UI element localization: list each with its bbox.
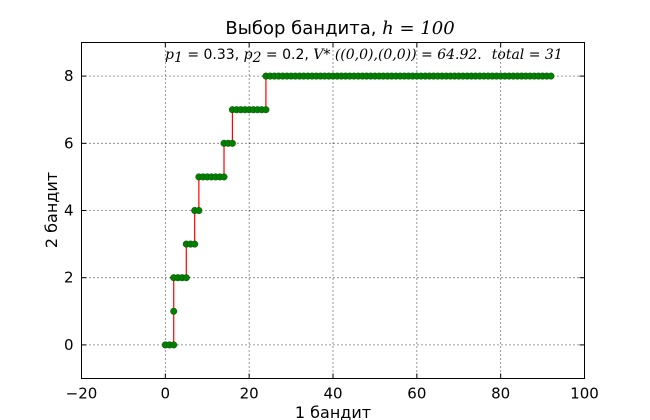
- data-point: [262, 106, 270, 114]
- data-point: [191, 240, 199, 248]
- data-point: [195, 206, 203, 214]
- x-tick-label: 100: [570, 385, 599, 403]
- x-axis-label: 1 бандит: [295, 403, 371, 420]
- data-point: [182, 274, 190, 282]
- grid-lines: [81, 42, 585, 379]
- x-tick-labels: −20 0 20 40 60 80 100: [66, 385, 599, 403]
- data-point: [170, 341, 178, 349]
- y-tick-label: 6: [64, 134, 74, 152]
- p1-symbol: p: [165, 47, 174, 63]
- x-tick-label: 40: [323, 385, 342, 403]
- parameter-annotation: p1 = 0.33, p2 = 0.2, V* ((0,0),(0,0)) = …: [165, 47, 563, 66]
- data-point: [228, 139, 236, 147]
- p2-symbol: p: [244, 47, 253, 63]
- x-tick-label: 0: [161, 385, 171, 403]
- p1-value: = 0.33,: [183, 47, 244, 63]
- p1-subscript: 1: [174, 50, 183, 66]
- chart-title-math: h = 100: [382, 18, 454, 39]
- y-tick-label: 8: [64, 67, 74, 85]
- chart-title: Выбор бандита, h = 100: [225, 18, 454, 39]
- p2-subscript: 2: [252, 50, 262, 66]
- y-tick-label: 4: [64, 202, 74, 220]
- data-point: [170, 307, 178, 315]
- y-tick-label: 0: [64, 336, 74, 354]
- value-expression: V* ((0,0),(0,0)) = 64.92.: [313, 47, 481, 63]
- x-tick-label: −20: [66, 385, 98, 403]
- axis-ticks: [81, 42, 585, 379]
- y-tick-label: 2: [64, 269, 74, 287]
- y-tick-labels: 0 2 4 6 8: [64, 67, 74, 354]
- x-tick-label: 60: [407, 385, 426, 403]
- x-tick-label: 80: [491, 385, 510, 403]
- data-point: [220, 173, 228, 181]
- data-series: [161, 72, 555, 349]
- total-expression: total = 31: [492, 47, 563, 63]
- chart-title-text: Выбор бандита,: [225, 18, 382, 39]
- y-axis-label: 2 бандит: [42, 172, 61, 248]
- data-point: [547, 72, 555, 80]
- x-tick-label: 20: [240, 385, 259, 403]
- p2-value: = 0.2,: [261, 47, 313, 63]
